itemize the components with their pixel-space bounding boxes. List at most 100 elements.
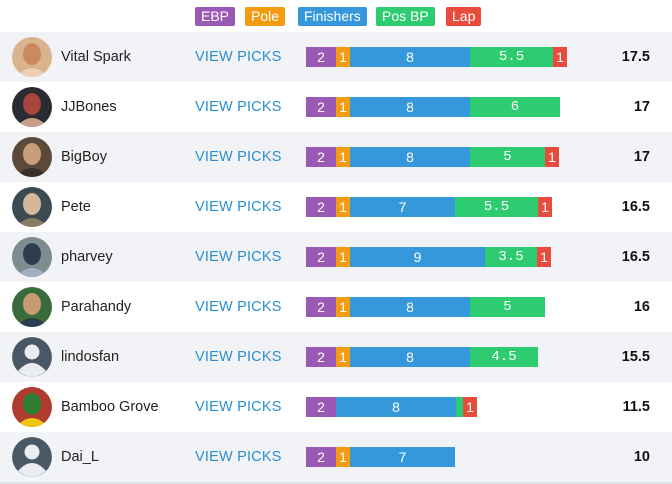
total-points: 16 [633,299,650,315]
view-picks-link[interactable]: VIEW PICKS [195,49,282,65]
table-row: Bamboo Grove VIEW PICKS 2 8 1 11.5 [0,382,672,432]
divider [0,482,672,484]
bar-segment-finishers: 9 [350,247,485,267]
bar-segment-pole: 1 [336,447,350,467]
table-row: Parahandy VIEW PICKS 2 1 8 5 16 [0,282,672,332]
username: Pete [61,199,91,215]
total-points: 11.5 [622,399,650,415]
username: Parahandy [61,299,132,315]
legend-lap: Lap [446,7,482,26]
bar-segment-finishers: 8 [336,397,456,417]
avatar [12,437,52,477]
legend: EBP Pole Finishers Pos BP Lap [0,0,672,32]
bar-segment-lap: 1 [537,247,551,267]
bar-segment-finishers: 8 [350,97,470,117]
view-picks-link[interactable]: VIEW PICKS [195,399,282,415]
bar-segment-finishers: 8 [350,147,470,167]
bar-segment-posbp: 3.5 [485,247,537,267]
username: Bamboo Grove [61,399,159,415]
table-row: Dai_L VIEW PICKS 2 1 7 10 [0,432,672,482]
table-row: JJBones VIEW PICKS 2 1 8 6 17 [0,82,672,132]
bar-segment-ebp: 2 [306,447,336,467]
bar-segment-pole: 1 [336,197,350,217]
avatar [12,87,52,127]
view-picks-link[interactable]: VIEW PICKS [195,99,282,115]
view-picks-link[interactable]: VIEW PICKS [195,199,282,215]
bar-segment-finishers: 8 [350,47,470,67]
view-picks-link[interactable]: VIEW PICKS [195,249,282,265]
legend-pos-bp: Pos BP [376,7,435,26]
bar-segment-posbp: 5 [470,147,545,167]
bar-segment-finishers: 8 [350,347,470,367]
bar-segment-ebp: 2 [306,147,336,167]
bar-segment-finishers: 7 [350,447,455,467]
bar-segment-finishers: 8 [350,297,470,317]
avatar [12,237,52,277]
points-bar: 2 1 8 5.5 1 [306,47,567,67]
username: Dai_L [61,449,99,465]
username: JJBones [61,99,117,115]
bar-segment-ebp: 2 [306,247,336,267]
points-bar: 2 1 8 4.5 [306,347,538,367]
view-picks-link[interactable]: VIEW PICKS [195,299,282,315]
username: Vital Spark [61,49,131,65]
bar-segment-pole: 1 [336,147,350,167]
bar-segment-ebp: 2 [306,347,336,367]
bar-segment-pole: 1 [336,247,350,267]
legend-pole: Pole [245,7,286,26]
total-points: 16.5 [621,249,650,265]
bar-segment-lap: 1 [463,397,477,417]
points-bar: 2 1 9 3.5 1 [306,247,551,267]
bar-segment-posbp: 5.5 [470,47,553,67]
username: lindosfan [61,349,120,365]
bar-segment-pole: 1 [336,347,350,367]
avatar [12,187,52,227]
view-picks-link[interactable]: VIEW PICKS [195,149,282,165]
username: pharvey [61,249,113,265]
table-row: Vital Spark VIEW PICKS 2 1 8 5.5 1 17.5 [0,32,672,82]
table-row: BigBoy VIEW PICKS 2 1 8 5 1 17 [0,132,672,182]
total-points: 15.5 [621,349,650,365]
table-row: pharvey VIEW PICKS 2 1 9 3.5 1 16.5 [0,232,672,282]
view-picks-link[interactable]: VIEW PICKS [195,449,282,465]
bar-segment-finishers: 7 [350,197,455,217]
bar-segment-ebp: 2 [306,97,336,117]
bar-segment-posbp: 5 [470,297,545,317]
bar-segment-ebp: 2 [306,47,336,67]
points-bar: 2 1 7 5.5 1 [306,197,552,217]
legend-ebp: EBP [195,7,236,26]
bar-segment-lap: 1 [553,47,567,67]
avatar [12,37,52,77]
bar-segment-lap: 1 [538,197,552,217]
username: BigBoy [61,149,107,165]
bar-segment-posbp: 4.5 [470,347,538,367]
table-row: lindosfan VIEW PICKS 2 1 8 4.5 15.5 [0,332,672,382]
bar-segment-posbp: 6 [470,97,560,117]
bar-segment-posbp: 5.5 [455,197,538,217]
total-points: 17 [633,149,650,165]
bar-segment-ebp: 2 [306,197,336,217]
avatar [12,287,52,327]
legend-finishers: Finishers [298,7,367,26]
avatar [12,337,52,377]
view-picks-link[interactable]: VIEW PICKS [195,349,282,365]
total-points: 16.5 [621,199,650,215]
bar-segment-posbp [456,397,463,417]
bar-segment-pole: 1 [336,297,350,317]
table-row: Pete VIEW PICKS 2 1 7 5.5 1 16.5 [0,182,672,232]
avatar [12,387,52,427]
total-points: 17.5 [621,49,650,65]
bar-segment-pole: 1 [336,47,350,67]
total-points: 10 [633,449,650,465]
total-points: 17 [633,99,650,115]
bar-segment-ebp: 2 [306,297,336,317]
bar-segment-ebp: 2 [306,397,336,417]
bar-segment-pole: 1 [336,97,350,117]
avatar [12,137,52,177]
bar-segment-lap: 1 [545,147,559,167]
